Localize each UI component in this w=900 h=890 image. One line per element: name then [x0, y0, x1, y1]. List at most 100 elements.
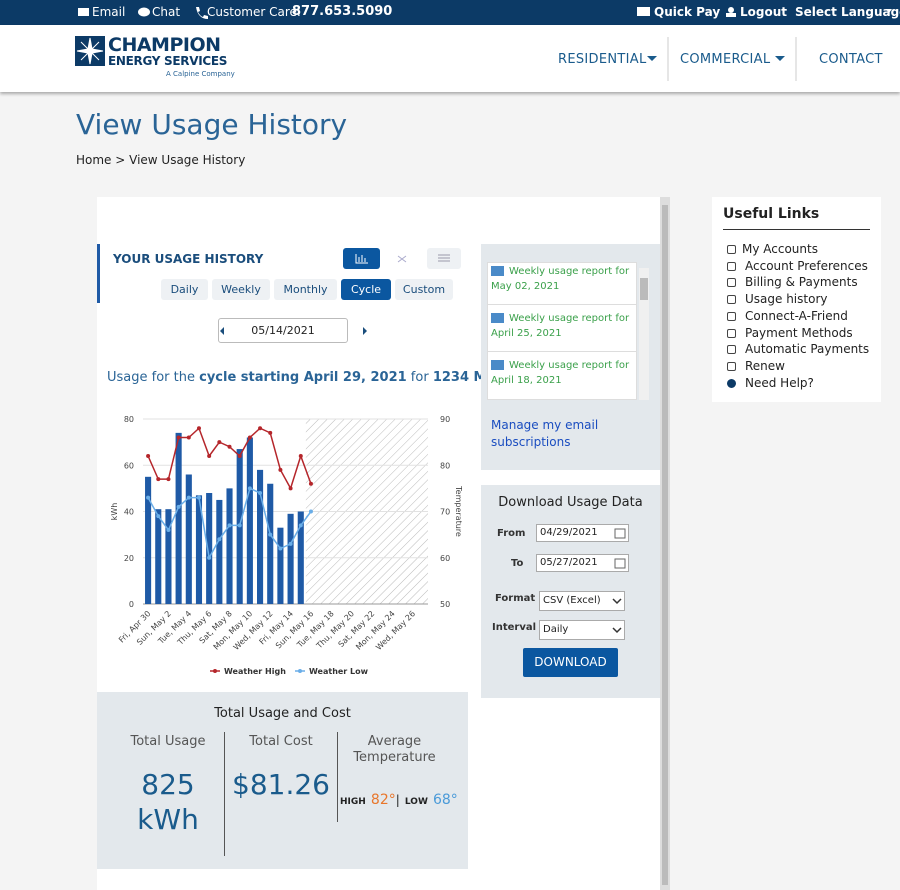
line-marker: [176, 435, 181, 440]
email-scroll-thumb[interactable]: [640, 278, 648, 300]
language[interactable]: Select Language: [795, 5, 900, 19]
link-item[interactable]: Usage history: [745, 292, 828, 307]
links-title: Useful Links: [723, 206, 820, 222]
line-marker: [237, 523, 242, 528]
email-icon: [491, 266, 504, 276]
email-link[interactable]: Email: [92, 5, 126, 19]
interval-label: Interval: [492, 622, 537, 633]
date-arrows[interactable]: [218, 325, 373, 337]
bar: [165, 509, 172, 604]
link-item[interactable]: Connect-A-Friend: [745, 308, 848, 323]
date-picker[interactable]: 05/14/2021: [218, 318, 348, 343]
from-input[interactable]: 04/29/2021: [536, 524, 629, 542]
usage-subtitle: Usage for the cycle starting April 29, 2…: [107, 370, 535, 385]
link-icon: [727, 278, 736, 288]
email-scrollbar: [639, 268, 649, 400]
bar: [185, 474, 192, 604]
y2-tick-label: 90: [440, 415, 450, 424]
temp-values: HIGH 82°| LOW 68°: [340, 789, 458, 808]
link-item[interactable]: Automatic Payments: [745, 342, 870, 357]
tab[interactable]: Daily: [161, 279, 208, 300]
scroll-thumb[interactable]: [662, 205, 668, 885]
breadcrumb: Home > View Usage History: [76, 153, 246, 167]
low-label: LOW: [404, 797, 428, 807]
chat-link[interactable]: Chat: [152, 5, 181, 19]
tab[interactable]: Custom: [395, 279, 453, 300]
link-icon: [727, 295, 736, 305]
usage-heading: YOUR USAGE HISTORY: [113, 252, 264, 266]
line-marker: [146, 454, 151, 458]
link-item[interactable]: Billing & Payments: [745, 275, 858, 290]
bar: [216, 499, 223, 604]
line-marker: [258, 426, 263, 431]
y-tick-label: 80: [124, 415, 134, 424]
breadcrumb-home[interactable]: Home: [76, 153, 112, 167]
line-marker: [308, 509, 313, 514]
line-marker: [146, 495, 151, 500]
email-date[interactable]: April 18, 2021: [491, 375, 562, 386]
logo-tagline: A Calpine Company: [166, 70, 235, 78]
totals-dividers: [224, 732, 338, 856]
bar: [297, 511, 304, 604]
low-value: 68°: [432, 792, 458, 808]
usage-value: 825: [141, 768, 195, 801]
to-input[interactable]: 05/27/2021: [536, 554, 629, 572]
format-select[interactable]: CSV (Excel): [539, 591, 625, 611]
link-item[interactable]: Renew: [745, 358, 785, 373]
download-button[interactable]: DOWNLOAD: [523, 648, 618, 677]
tab[interactable]: Monthly: [274, 279, 337, 300]
bar: [175, 432, 182, 604]
logo-mark[interactable]: [75, 36, 105, 66]
bar: [277, 527, 284, 604]
subtitle-text: for: [410, 370, 429, 385]
bar: [257, 469, 264, 604]
manage-link[interactable]: Manage my email subscriptions: [491, 418, 599, 449]
email-icon: [491, 313, 504, 323]
link-icon: [727, 378, 736, 388]
bar: [195, 495, 203, 604]
email-label[interactable]: Weekly usage report for: [509, 313, 630, 324]
link-item[interactable]: My Accounts: [742, 242, 818, 256]
link-item[interactable]: Need Help?: [745, 375, 814, 390]
top-icons: [78, 7, 892, 19]
email-label[interactable]: Weekly usage report for: [509, 266, 630, 277]
link-icon: [727, 311, 736, 321]
line-marker: [288, 486, 293, 491]
bar: [226, 488, 233, 604]
bar: [155, 509, 162, 604]
calendar-icons[interactable]: [614, 527, 628, 572]
email-date[interactable]: May 02, 2021: [491, 281, 560, 292]
line-marker: [156, 477, 161, 482]
tab-active[interactable]: Cycle: [341, 279, 391, 300]
interval-select[interactable]: Daily: [539, 620, 625, 640]
nav-item[interactable]: RESIDENTIAL: [558, 52, 647, 67]
email-divider: [488, 304, 636, 305]
line-marker: [207, 555, 212, 560]
to-label: To: [511, 558, 524, 569]
link-icon: [727, 361, 736, 371]
header: CHAMPION ENERGY SERVICES A Calpine Compa…: [0, 25, 900, 92]
usage-label: Total Usage: [130, 734, 206, 749]
line-marker: [298, 454, 303, 458]
tab[interactable]: Weekly: [212, 279, 270, 300]
nav-item[interactable]: CONTACT: [819, 52, 883, 67]
quick-pay[interactable]: Quick Pay: [654, 5, 721, 19]
email-date[interactable]: April 25, 2021: [491, 328, 562, 339]
line-marker: [258, 491, 263, 495]
high-label: HIGH: [340, 797, 366, 807]
legend-marker: [298, 669, 302, 673]
line-marker: [166, 528, 171, 532]
line: [147, 426, 312, 491]
line-marker: [227, 523, 232, 528]
link-item[interactable]: Account Preferences: [745, 258, 868, 273]
email-label[interactable]: Weekly usage report for: [509, 360, 630, 371]
logout[interactable]: Logout: [740, 5, 788, 19]
line-marker: [278, 546, 283, 551]
nav-item[interactable]: COMMERCIAL: [680, 52, 771, 67]
phone[interactable]: 877.653.5090: [292, 4, 393, 19]
view-toggles[interactable]: [343, 248, 463, 270]
line-marker: [166, 477, 171, 482]
link-item[interactable]: Payment Methods: [745, 325, 853, 340]
